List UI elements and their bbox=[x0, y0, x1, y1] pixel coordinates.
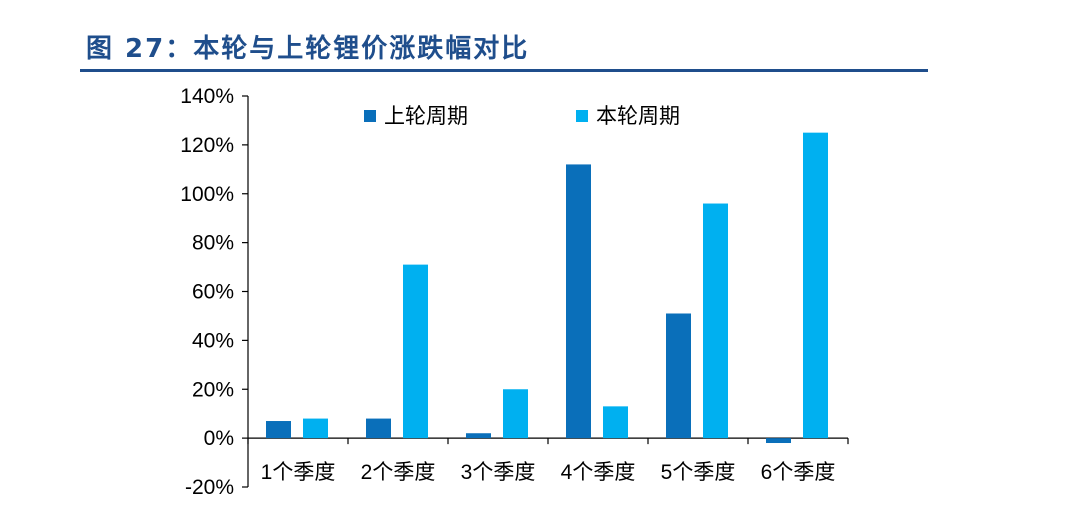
y-tick-label: 100% bbox=[180, 183, 234, 206]
title-divider bbox=[80, 69, 928, 72]
legend-swatch bbox=[364, 110, 376, 122]
y-tick-label: 20% bbox=[192, 378, 234, 401]
x-tick-label: 1个季度 bbox=[261, 461, 336, 484]
bar-current-cycle bbox=[403, 264, 428, 439]
x-tick-label: 2个季度 bbox=[361, 461, 436, 484]
bar-previous-cycle bbox=[266, 421, 291, 439]
bar-previous-cycle bbox=[566, 164, 591, 439]
legend-label: 上轮周期 bbox=[384, 105, 468, 128]
x-tick-label: 6个季度 bbox=[761, 461, 836, 484]
bar-current-cycle bbox=[803, 132, 828, 439]
bar-current-cycle bbox=[703, 203, 728, 439]
y-tick-label: 0% bbox=[204, 427, 234, 450]
x-tick-label: 3个季度 bbox=[461, 461, 536, 484]
x-tick-label: 4个季度 bbox=[561, 461, 636, 484]
x-tick-label: 5个季度 bbox=[661, 461, 736, 484]
legend-swatch bbox=[576, 110, 588, 122]
bar-previous-cycle bbox=[466, 433, 491, 439]
y-tick-label: -20% bbox=[185, 476, 234, 499]
bar-previous-cycle bbox=[666, 313, 691, 439]
figure-title: 图 27：本轮与上轮锂价涨跌幅对比 bbox=[86, 34, 530, 64]
y-tick-label: 60% bbox=[192, 281, 234, 304]
y-tick-label: 40% bbox=[192, 329, 234, 352]
legend-label: 本轮周期 bbox=[596, 105, 680, 128]
bar-current-cycle bbox=[603, 406, 628, 439]
y-tick-label: 80% bbox=[192, 232, 234, 255]
y-tick-label: 140% bbox=[180, 85, 234, 108]
y-tick-label: 120% bbox=[180, 134, 234, 157]
bar-current-cycle bbox=[303, 418, 328, 439]
bar-current-cycle bbox=[503, 389, 528, 439]
bar-previous-cycle bbox=[366, 418, 391, 439]
bar-previous-cycle bbox=[766, 438, 791, 444]
